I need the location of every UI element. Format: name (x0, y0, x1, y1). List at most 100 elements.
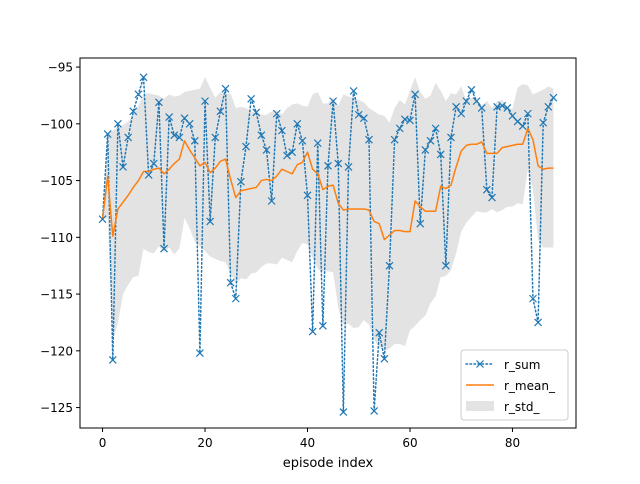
r-sum-marker (518, 122, 527, 131)
r-sum-marker (529, 294, 537, 303)
x-tick-label: 60 (402, 436, 417, 450)
r-sum-marker (370, 407, 379, 415)
x-tick-label: 0 (99, 436, 107, 450)
r-sum-marker (226, 278, 235, 287)
r-sum-marker (498, 101, 507, 110)
r-sum-marker (313, 139, 322, 148)
r-sum-marker (390, 135, 399, 144)
legend-r-std-swatch (466, 401, 494, 411)
y-tick-label: −105 (40, 174, 73, 188)
r-sum-marker (308, 327, 317, 336)
y-tick-label: −95 (48, 61, 73, 75)
r-sum-marker (129, 107, 138, 116)
r-sum-marker (124, 133, 133, 142)
r-sum-marker (462, 97, 471, 106)
r-sum-marker (257, 131, 266, 140)
r-sum-marker (216, 107, 225, 116)
r-sum-marker (149, 159, 158, 168)
r-sum-marker (298, 136, 307, 145)
r-sum-marker (472, 97, 481, 106)
r-sum-marker (365, 135, 373, 144)
r-sum-marker (236, 177, 245, 186)
r-sum-marker (247, 94, 256, 103)
r-sum-marker (375, 328, 384, 337)
r-sum-marker (344, 163, 353, 171)
r-sum-marker (108, 355, 117, 364)
r-sum-marker (477, 104, 486, 112)
legend-r-sum-marker (476, 360, 484, 368)
r-sum-marker (293, 119, 302, 128)
r-sum-marker (436, 150, 445, 159)
r-sum-marker (426, 136, 435, 145)
r-sum-marker (242, 142, 250, 151)
r-sum-marker (98, 215, 107, 224)
r-sum-marker (503, 104, 512, 112)
r-sum-marker (139, 73, 148, 82)
x-tick-label: 80 (505, 436, 520, 450)
r-sum-marker (318, 321, 327, 330)
r-sum-marker (447, 133, 455, 142)
legend-r-std-label: r_std_ (504, 400, 541, 414)
marker-layer (98, 73, 558, 417)
r-sum-marker (488, 193, 496, 202)
x-tick-label: 20 (197, 436, 212, 450)
r-sum-marker (267, 197, 276, 205)
r-sum-marker (416, 219, 425, 228)
r-sum-marker (395, 124, 404, 133)
r-sum-marker (303, 191, 312, 200)
r-sum-marker (190, 136, 199, 145)
r-sum-marker (534, 318, 543, 327)
r-sum-marker (170, 131, 179, 140)
r-sum-marker (283, 151, 291, 160)
r-sum-marker (288, 148, 297, 157)
r-sum-marker (457, 109, 466, 118)
r-sum-marker (441, 261, 450, 270)
r-sum-marker (421, 146, 430, 154)
y-tick-label: −110 (40, 231, 73, 245)
y-tick-label: −115 (40, 288, 73, 302)
axes-frame (79, 57, 577, 429)
r-sum-marker (175, 133, 184, 142)
r-sum-marker (144, 170, 153, 179)
r-mean-line (101, 127, 554, 241)
r-sum-marker (523, 109, 532, 118)
legend: r_sum r_mean_ r_std_ (460, 349, 569, 421)
r-sum-marker (482, 185, 491, 194)
r-sum-marker (539, 118, 548, 127)
r-sum-marker (185, 119, 194, 128)
r-sum-marker (103, 130, 112, 138)
r-sum-marker (134, 90, 143, 99)
r-sum-marker (385, 261, 394, 270)
r-sum-marker (206, 217, 215, 226)
r-sum-marker (160, 244, 168, 253)
y-tick-label: −120 (40, 344, 73, 358)
legend-r-mean-label: r_mean_ (504, 379, 556, 393)
r-sum-marker (231, 294, 240, 303)
r-sum-marker (549, 93, 558, 102)
r-sum-marker (339, 408, 348, 417)
r-sum-marker (113, 119, 122, 128)
r-sum-marker (334, 159, 343, 168)
r-sum-marker (380, 354, 389, 363)
r-sum-marker (201, 97, 209, 106)
x-tick-label: 40 (300, 436, 315, 450)
r-sum-marker (406, 116, 414, 125)
r-sum-marker (324, 161, 332, 170)
r-sum-marker (262, 146, 271, 154)
r-sum-marker (277, 126, 286, 135)
r-std-band (102, 77, 554, 351)
r-sum-marker (354, 110, 363, 119)
r-sum-marker (211, 133, 220, 142)
r-sum-marker (165, 113, 174, 121)
y-tick-label: −100 (40, 117, 73, 131)
tick-layer: 0 20 40 60 80 −95 −100 −105 −110 −115 −120 −125 (40, 61, 520, 450)
r-sum-marker (349, 86, 358, 95)
y-tick-label: −125 (40, 401, 73, 415)
r-sum-marker (452, 102, 461, 111)
r-sum-marker (544, 102, 553, 111)
r-sum-marker (252, 108, 261, 117)
r-sum-marker (272, 109, 281, 118)
r-sum-marker (431, 124, 440, 133)
